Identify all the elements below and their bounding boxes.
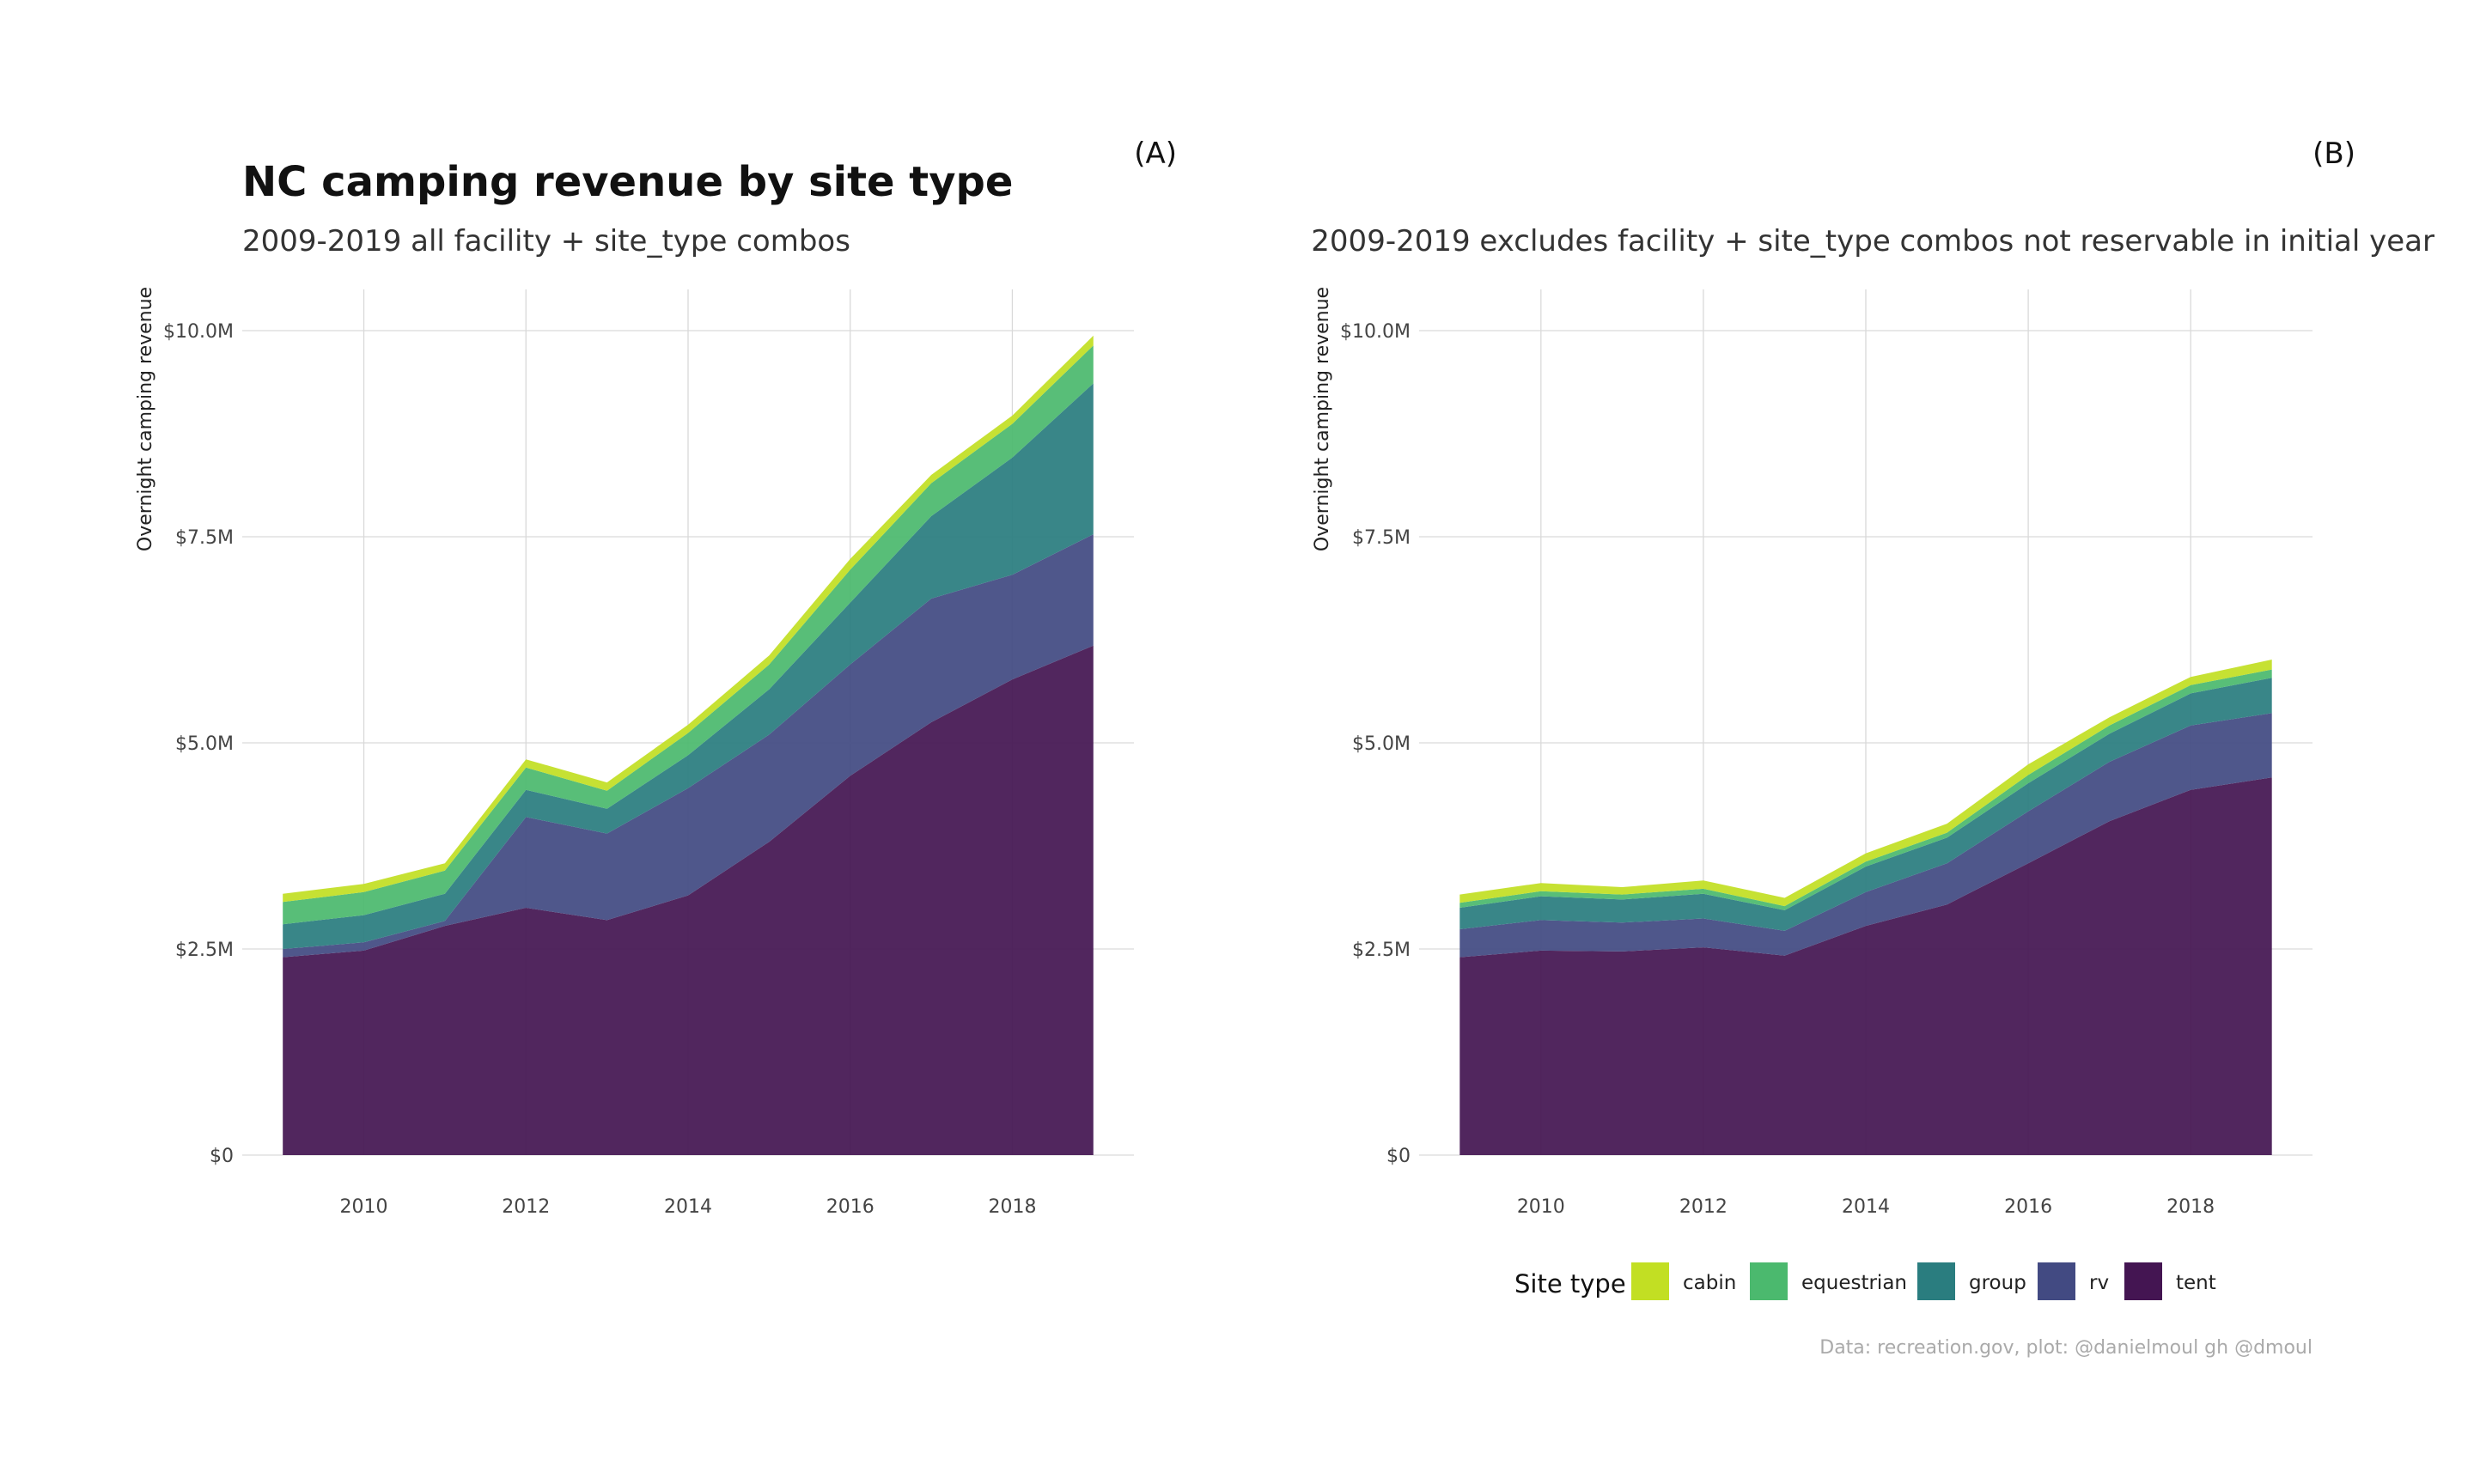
legend-label-rv: rv: [2089, 1272, 2109, 1294]
x-tick-label: 2010: [1517, 1196, 1565, 1218]
legend-label-cabin: cabin: [1683, 1272, 1736, 1294]
legend-swatch-equestrian: [1750, 1262, 1788, 1300]
y-axis-label-b: Overnight camping revenue: [1312, 287, 1333, 551]
y-tick-label: $5.0M: [1352, 733, 1411, 755]
legend: Site type cabin equestrian group rv tent: [1514, 1262, 2216, 1300]
legend-label-group: group: [1969, 1272, 2026, 1294]
legend-label-equestrian: equestrian: [1801, 1272, 1907, 1294]
area-series-tent: [1459, 777, 2272, 1155]
x-tick-label: 2012: [1679, 1196, 1728, 1218]
x-tick-label: 2018: [2166, 1196, 2215, 1218]
chart-subtitle-a: 2009-2019 all facility + site_type combo…: [242, 224, 850, 258]
y-axis-label-a: Overnight camping revenue: [135, 287, 156, 551]
y-tick-label: $10.0M: [1340, 321, 1411, 343]
area-series-cabin: [1459, 660, 2272, 907]
plot-panel-a: 2010 2012 2014 2016 2018 $0 $2.5M $5.0M $7.5M $10…: [163, 289, 1134, 1218]
y-tick-label: $2.5M: [175, 940, 234, 961]
legend-label-tent: tent: [2176, 1272, 2216, 1294]
legend-swatch-tent: [2124, 1262, 2162, 1300]
panel-tag-a: (A): [1134, 137, 1177, 171]
area-series-tent: [283, 645, 1094, 1155]
chart-subtitle-b: 2009-2019 excludes facility + site_type …: [1311, 224, 2434, 258]
x-tick-label: 2016: [826, 1196, 874, 1218]
plot-panel-b: 2010 2012 2014 2016 2018 $0 $2.5M $5.0M $7.5M $10…: [1340, 289, 2313, 1218]
area-series-rv: [1459, 713, 2272, 958]
legend-swatch-group: [1917, 1262, 1955, 1300]
y-tick-label: $7.5M: [1352, 527, 1411, 549]
area-series-group: [1459, 678, 2272, 931]
legend-title: Site type: [1514, 1269, 1626, 1298]
x-tick-label: 2018: [988, 1196, 1036, 1218]
y-tick-label: $0: [210, 1146, 234, 1167]
y-tick-label: $2.5M: [1352, 940, 1411, 961]
legend-swatch-rv: [2038, 1262, 2075, 1300]
area-series-rv: [283, 534, 1094, 958]
y-tick-label: $0: [1386, 1146, 1411, 1167]
caption: Data: recreation.gov, plot: @danielmoul …: [1819, 1337, 2313, 1359]
legend-swatch-cabin: [1631, 1262, 1669, 1300]
chart-title: NC camping revenue by site type: [242, 158, 1013, 206]
x-tick-label: 2016: [2004, 1196, 2052, 1218]
x-tick-label: 2012: [502, 1196, 550, 1218]
y-tick-label: $10.0M: [163, 321, 234, 343]
x-tick-label: 2010: [340, 1196, 388, 1218]
panel-tag-b: (B): [2313, 137, 2355, 171]
area-series-equestrian: [1459, 669, 2272, 910]
y-tick-label: $5.0M: [175, 733, 234, 755]
x-tick-label: 2014: [664, 1196, 712, 1218]
x-tick-label: 2014: [1842, 1196, 1890, 1218]
y-tick-label: $7.5M: [175, 527, 234, 549]
